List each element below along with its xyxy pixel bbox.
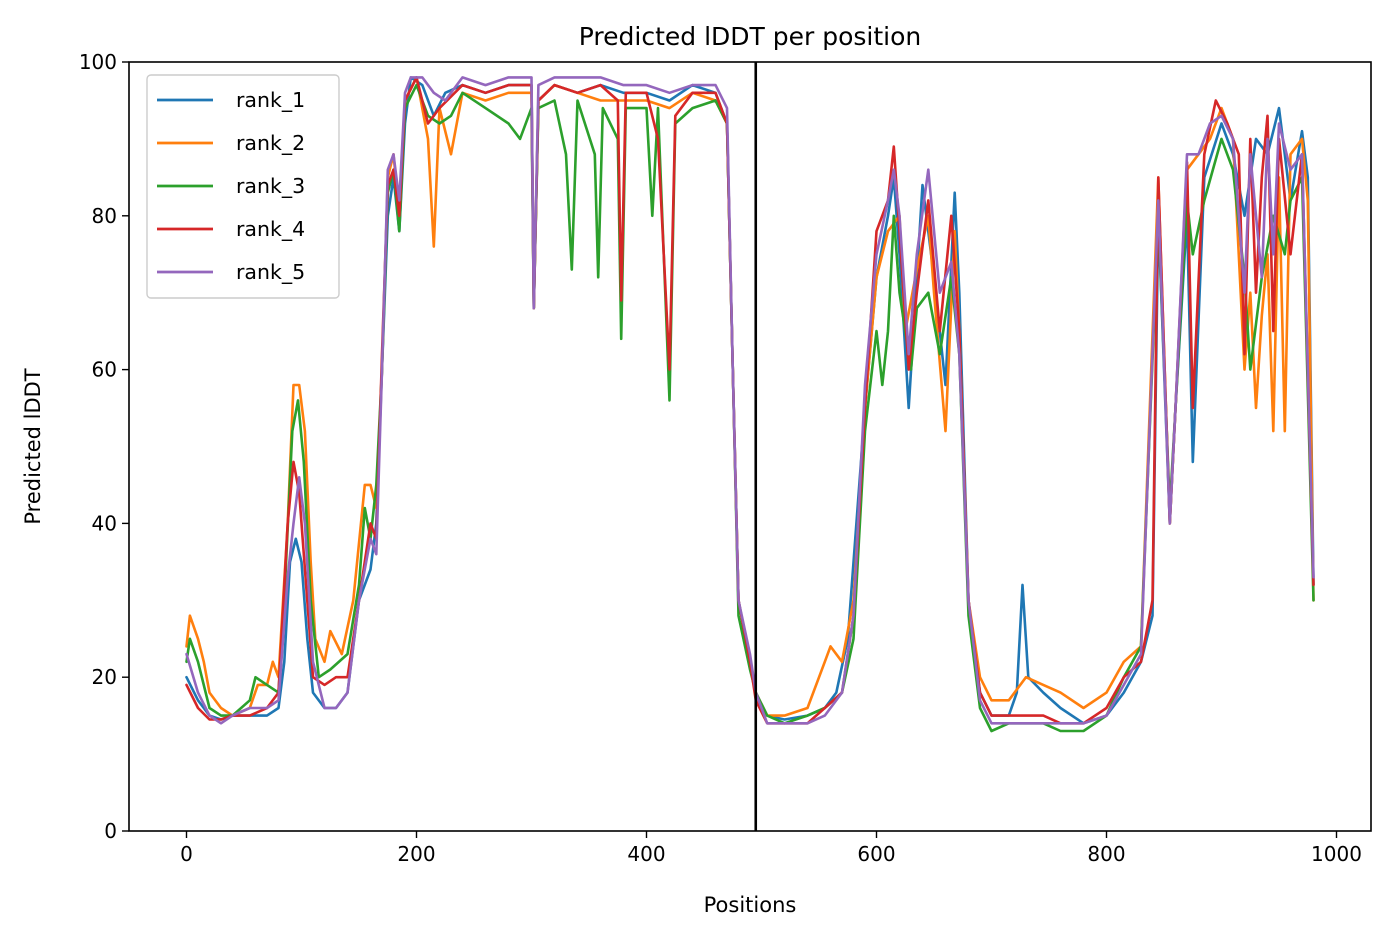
y-axis-ticks: 0 20 40 60 80 100	[79, 50, 129, 843]
legend-label-rank-2: rank_2	[236, 131, 305, 156]
plot-frame	[128, 61, 1372, 832]
x-tick-label: 200	[397, 842, 435, 866]
legend-box	[146, 74, 340, 299]
y-tick-label: 40	[92, 511, 117, 535]
y-axis-title: Predicted lDDT	[21, 368, 45, 524]
x-tick-label: 800	[1087, 842, 1125, 866]
x-tick-label: 0	[180, 842, 193, 866]
legend: rank_1 rank_2 rank_3 rank_4 rank_5	[146, 74, 340, 299]
legend-label-rank-1: rank_1	[236, 88, 305, 113]
x-tick-label: 400	[627, 842, 665, 866]
y-tick-label: 20	[92, 665, 117, 689]
chart-title: Predicted lDDT per position	[579, 22, 921, 51]
x-tick-label: 1000	[1311, 842, 1362, 866]
y-tick-label: 60	[92, 358, 117, 382]
legend-label-rank-3: rank_3	[236, 174, 305, 199]
legend-label-rank-4: rank_4	[236, 217, 305, 242]
y-tick-label: 100	[79, 50, 117, 74]
x-axis-title: Positions	[704, 893, 797, 917]
series-line-rank-5	[185, 76, 1315, 725]
series-layer	[185, 76, 1315, 733]
y-tick-label: 80	[92, 204, 117, 228]
x-axis-ticks: 0 200 400 600 800 1000	[180, 831, 1362, 866]
legend-label-rank-5: rank_5	[236, 260, 305, 285]
y-tick-label: 0	[104, 819, 117, 843]
x-tick-label: 600	[857, 842, 895, 866]
